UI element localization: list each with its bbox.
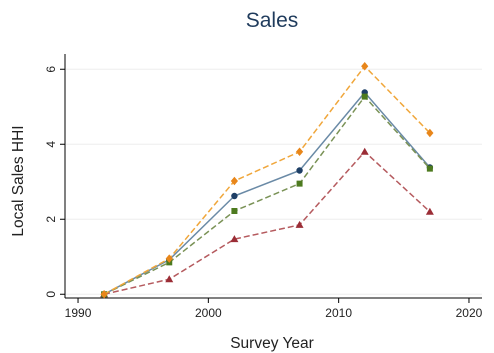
data-point-diamond — [230, 176, 239, 186]
data-point-triangle — [295, 220, 304, 228]
data-point-triangle — [425, 207, 434, 215]
x-axis-label: Survey Year — [230, 335, 314, 352]
data-point-square — [426, 165, 433, 172]
data-point-diamond — [361, 62, 369, 71]
y-axis-label: Local Sales HHI — [10, 125, 27, 236]
series-line-3 — [103, 95, 431, 295]
data-point-triangle — [165, 275, 174, 283]
axes: 0 2 4 6 1990 2000 2010 2020 — [44, 54, 483, 320]
gridlines — [66, 68, 482, 295]
data-point-circle — [231, 192, 238, 200]
data-point-square — [361, 93, 368, 100]
data-point-square — [231, 208, 238, 214]
x-tick-label: 2010 — [325, 306, 352, 320]
y-tick-label: 0 — [44, 291, 58, 298]
x-tick-label: 2000 — [195, 306, 222, 320]
chart-title: Sales — [246, 9, 299, 32]
series-line-1 — [103, 91, 431, 295]
y-tick-label: 4 — [44, 141, 58, 148]
data-point-triangle — [360, 147, 369, 155]
data-point-diamond — [100, 290, 108, 299]
data-point-circle — [296, 167, 303, 174]
x-tick-label: 1990 — [65, 306, 92, 320]
y-tick-label: 2 — [44, 216, 58, 223]
data-point-diamond — [165, 254, 173, 263]
y-tick-label: 6 — [44, 66, 58, 73]
x-tick-label: 2020 — [456, 306, 483, 320]
series-line-4 — [103, 65, 431, 295]
data-point-triangle — [230, 235, 239, 243]
series-line-2 — [103, 151, 431, 295]
series-layer — [100, 62, 434, 299]
data-point-square — [296, 180, 303, 187]
data-point-diamond — [295, 147, 304, 156]
data-point-diamond — [426, 128, 434, 138]
